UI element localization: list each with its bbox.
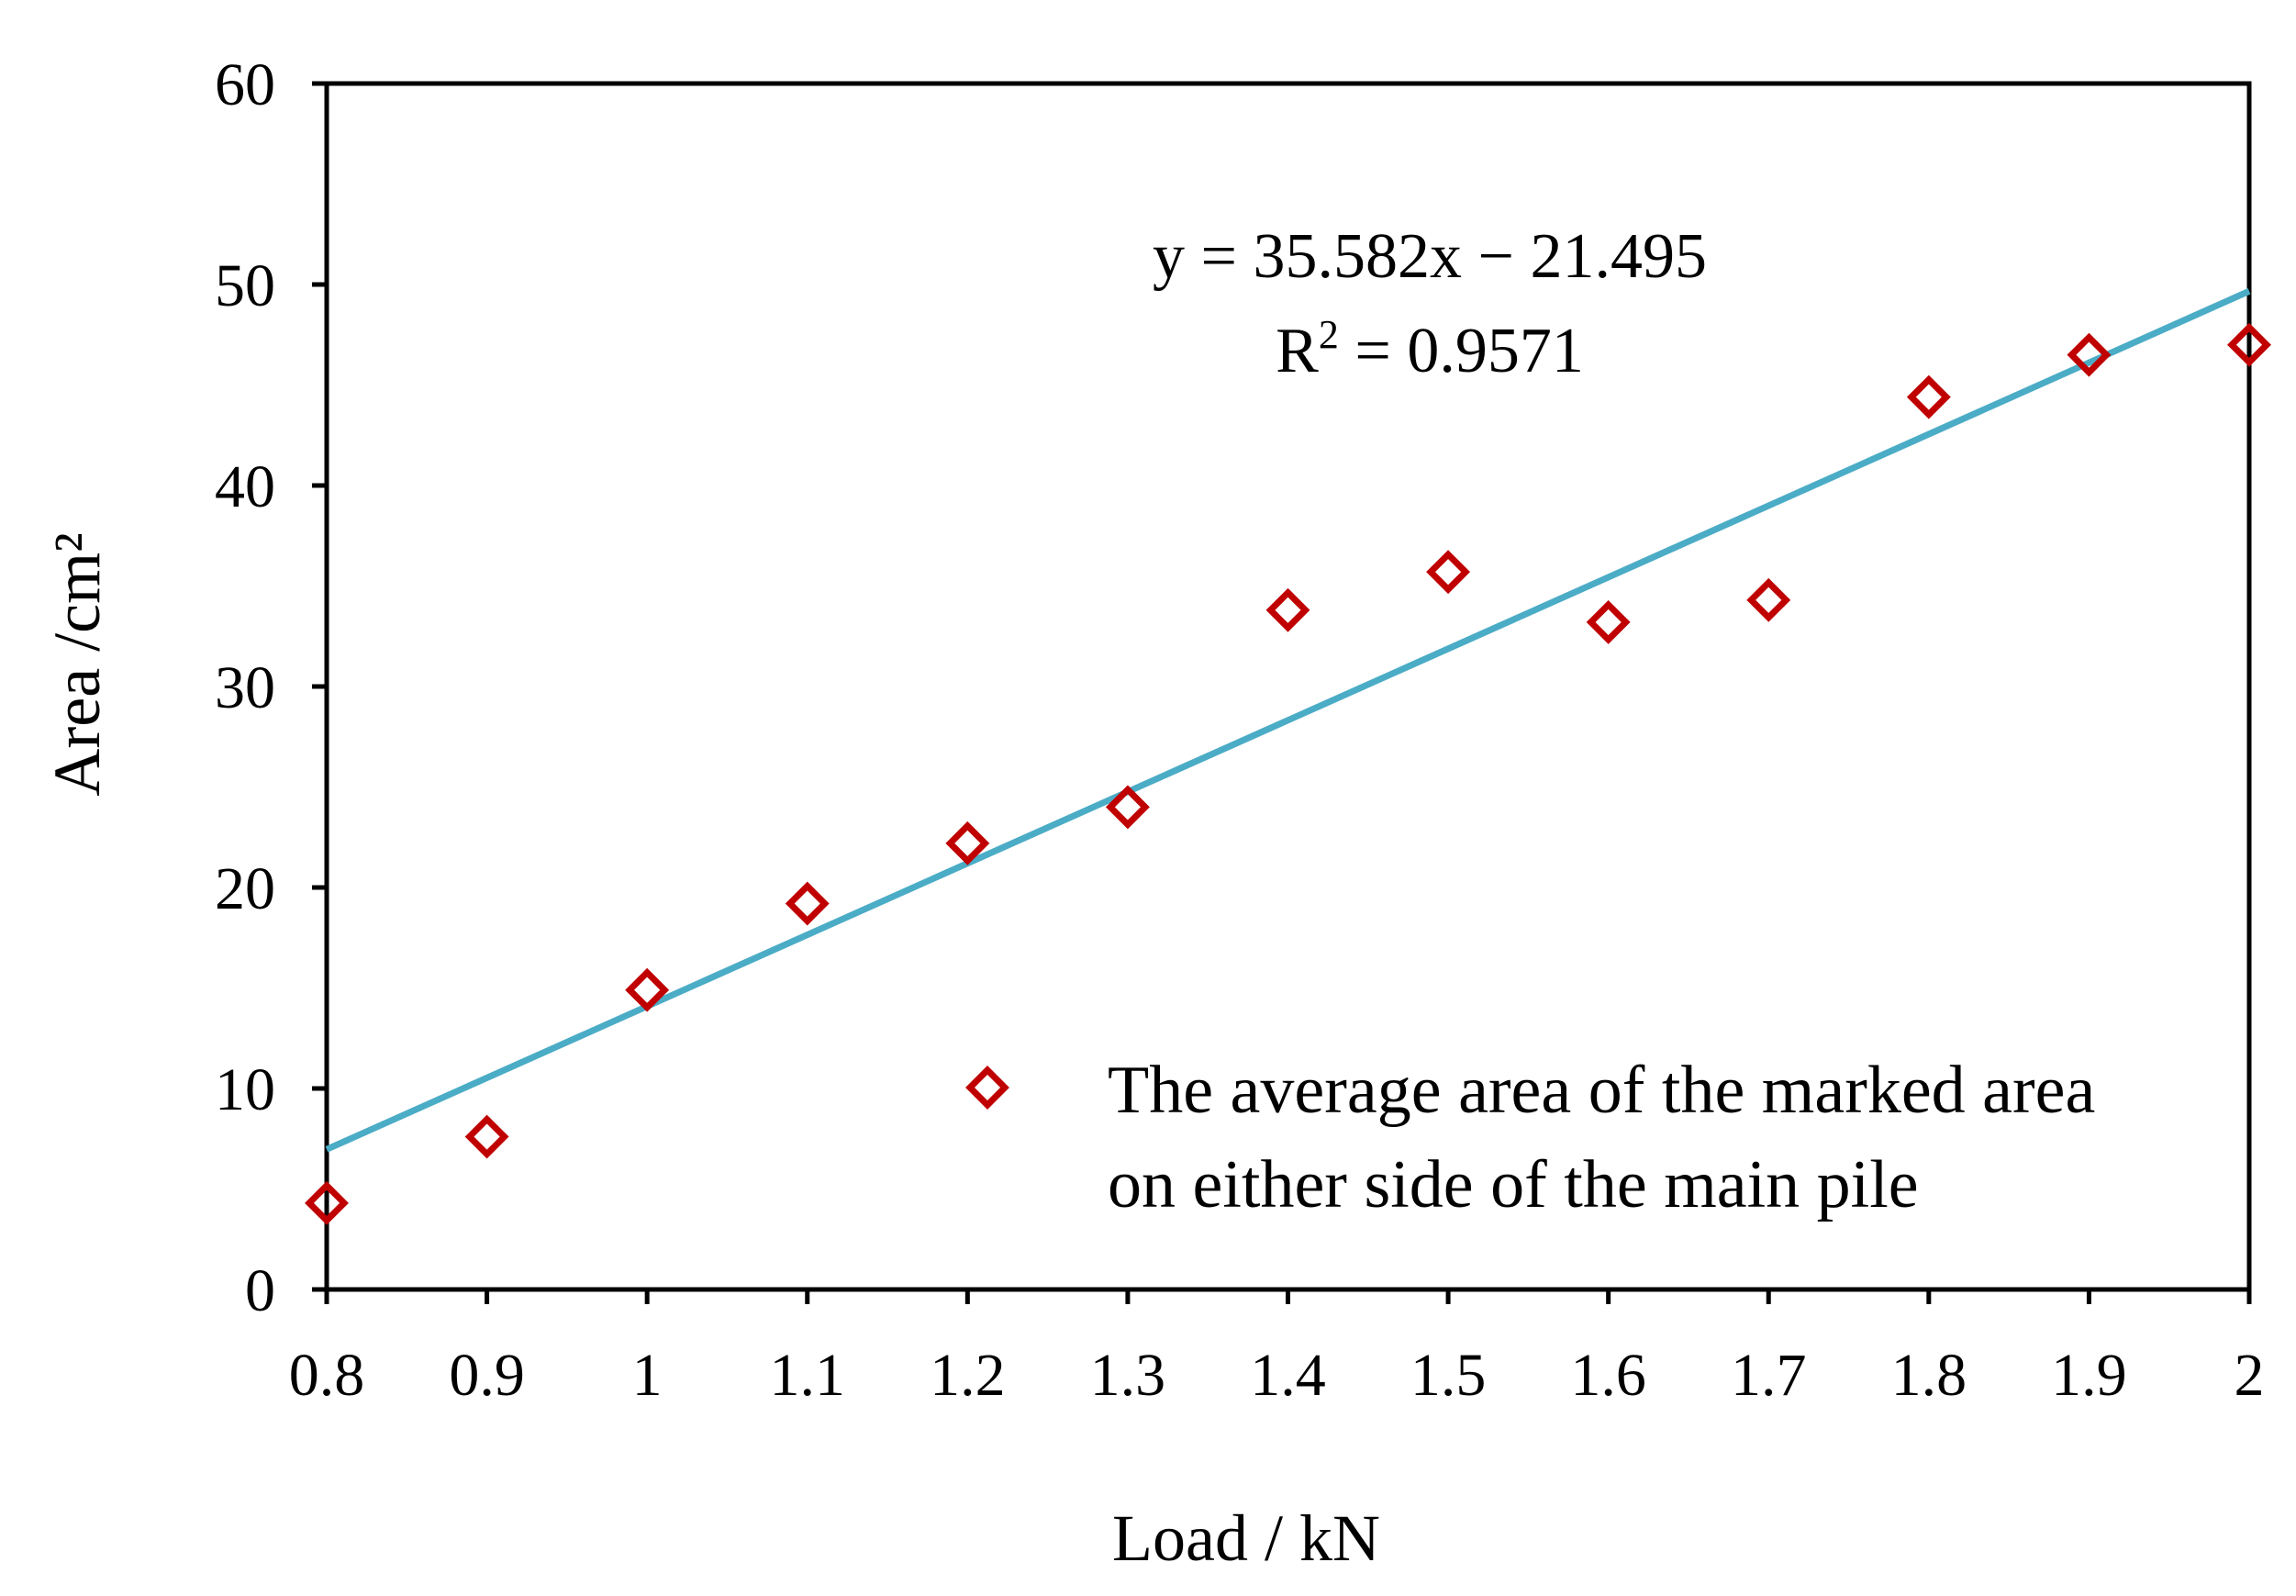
data-point xyxy=(2067,332,2112,377)
data-point xyxy=(464,1114,509,1159)
x-tick-label: 1.1 xyxy=(770,1342,846,1409)
legend-marker xyxy=(965,1066,1009,1110)
x-tick-label: 1.8 xyxy=(1891,1342,1967,1409)
plot-area xyxy=(324,81,2252,1292)
x-tick-label: 2 xyxy=(2235,1342,2265,1409)
x-tick-label: 1.6 xyxy=(1570,1342,1646,1409)
y-axis-ticks xyxy=(312,81,327,1292)
data-point xyxy=(1265,587,1310,632)
legend-label-line-1: The average area of the marked area xyxy=(1108,1053,2095,1128)
x-tick-label: 1.3 xyxy=(1090,1342,1166,1409)
data-point xyxy=(305,1180,349,1225)
y-tick-label: 30 xyxy=(215,654,275,721)
x-tick-label: 0.9 xyxy=(449,1342,525,1409)
x-axis-tick-labels: 0.8 0.9 1 1.1 1.2 1.3 1.4 1.5 1.6 1.7 1.8 1.9 2 xyxy=(289,1342,2265,1409)
data-points xyxy=(305,322,2271,1225)
x-tick-label: 1.5 xyxy=(1410,1342,1487,1409)
y-axis-title: Area /cm² xyxy=(40,532,114,796)
data-point xyxy=(945,820,990,865)
y-tick-label: 20 xyxy=(215,855,275,922)
data-point xyxy=(625,967,670,1012)
x-tick-label: 1 xyxy=(632,1342,663,1409)
legend-label-line-2: on either side of the main pile xyxy=(1108,1147,1919,1222)
trendline-equation: y = 35.582x − 21.495 xyxy=(1153,221,1707,292)
x-tick-label: 1.7 xyxy=(1731,1342,1807,1409)
data-point xyxy=(1426,550,1471,595)
x-tick-label: 1.2 xyxy=(930,1342,1006,1409)
data-point xyxy=(2227,322,2271,367)
y-tick-label: 0 xyxy=(245,1257,275,1324)
data-point xyxy=(1746,577,1791,622)
x-tick-label: 0.8 xyxy=(289,1342,365,1409)
x-axis-title: Load / kN xyxy=(1112,1501,1380,1575)
y-tick-label: 60 xyxy=(215,51,275,118)
y-tick-label: 50 xyxy=(215,252,275,319)
data-point xyxy=(785,881,830,926)
data-point xyxy=(1586,599,1631,644)
x-axis-ticks xyxy=(324,1289,2252,1304)
data-point xyxy=(1105,785,1150,830)
x-tick-label: 1.4 xyxy=(1250,1342,1326,1409)
y-axis-tick-labels: 0 10 20 30 40 50 60 xyxy=(215,51,275,1324)
y-tick-label: 40 xyxy=(215,453,275,520)
x-tick-label: 1.9 xyxy=(2051,1342,2127,1409)
data-point xyxy=(1906,374,1951,419)
r-squared-label: R2 = 0.9571 xyxy=(1276,312,1584,386)
y-tick-label: 10 xyxy=(215,1056,275,1123)
